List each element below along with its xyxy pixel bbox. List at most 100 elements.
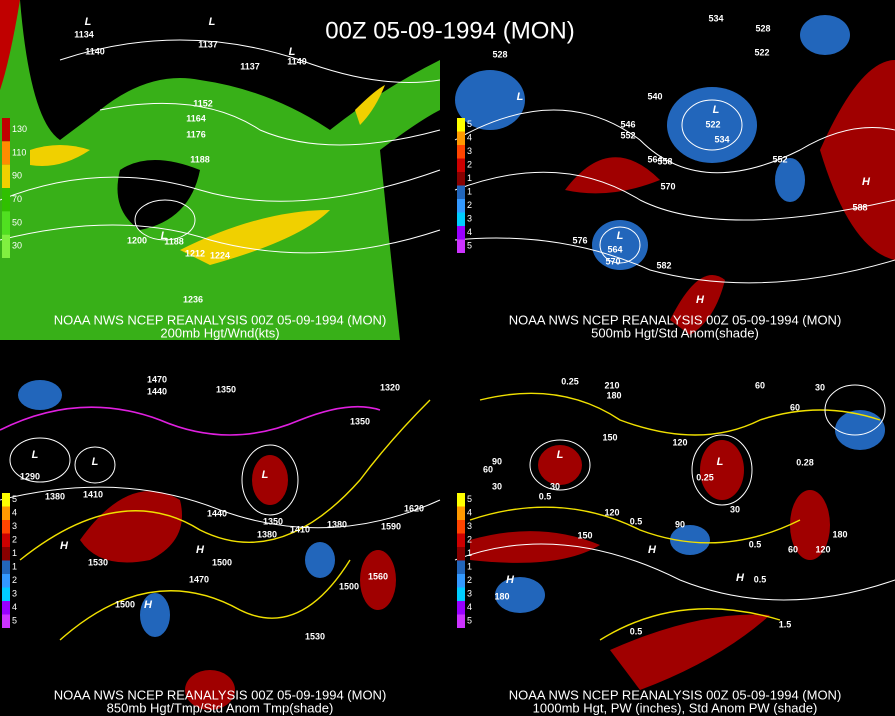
contour-label: 1410: [83, 489, 103, 499]
source-label: NOAA NWS NCEP REANALYSIS 00Z 05-09-1994 …: [54, 312, 387, 327]
contour-label: 1500: [115, 599, 135, 609]
contour-label: 30: [492, 481, 502, 491]
legend-label: 5: [467, 241, 472, 251]
pressure-center: L: [85, 16, 92, 28]
contour-label: 570: [660, 181, 675, 191]
legend-label: 2: [12, 575, 17, 585]
contour-label: 540: [647, 91, 662, 101]
contour-label: 1.5: [779, 619, 792, 629]
anomaly-positive: [538, 445, 582, 485]
contour-label: 1500: [339, 581, 359, 591]
contour-label: 1188: [164, 236, 184, 246]
contour-label: 0.5: [630, 626, 643, 636]
pressure-center: L: [713, 104, 720, 116]
contour: [0, 486, 441, 529]
legend-label: 4: [467, 133, 472, 143]
contour: [0, 169, 441, 202]
temperature-contour: [59, 559, 351, 641]
legend-swatch: [457, 118, 465, 132]
legend-swatch: [2, 574, 10, 588]
legend-swatch: [2, 493, 10, 507]
legend-label: 2: [467, 535, 472, 545]
contour-label: 150: [602, 432, 617, 442]
calm-area: [117, 160, 200, 230]
contour-label: 564: [647, 154, 662, 164]
panel-caption: 850mb Hgt/Tmp/Std Anom Tmp(shade): [107, 700, 334, 715]
contour-label: 90: [675, 519, 685, 529]
pw-contour: [479, 392, 881, 436]
legend-label: 1: [467, 187, 472, 197]
contour: [599, 226, 641, 264]
contour-label: 1137: [240, 61, 260, 71]
anomaly-positive: [360, 550, 396, 610]
pressure-center: H: [506, 574, 515, 586]
temperature-contour: [0, 405, 381, 436]
pressure-center: L: [717, 456, 724, 468]
legend-swatch: [2, 211, 10, 235]
contour: [99, 102, 441, 146]
legend-label: 130: [12, 124, 27, 134]
contour-label: 534: [714, 134, 729, 144]
anomaly-negative: [670, 525, 710, 555]
contour-label: 1236: [183, 294, 203, 304]
legend-swatch: [457, 520, 465, 534]
legend-label: 5: [12, 494, 17, 504]
legend-label: 3: [467, 521, 472, 531]
panel-background: [455, 0, 895, 340]
contour-label: 60: [790, 402, 800, 412]
legend-label: 1: [467, 548, 472, 558]
source-label: NOAA NWS NCEP REANALYSIS 00Z 05-09-1994 …: [509, 687, 842, 702]
contour-label: 1440: [207, 508, 227, 518]
calm-area: [20, 0, 440, 140]
legend-swatch: [457, 226, 465, 240]
legend-swatch: [2, 614, 10, 628]
contour-label: 1590: [381, 521, 401, 531]
contour-label: 528: [755, 23, 770, 33]
contour-label: 210: [604, 380, 619, 390]
legend-label: 1: [467, 562, 472, 572]
panel-caption: 200mb Hgt/Wnd(kts): [160, 325, 279, 340]
panel-background: [0, 375, 440, 716]
jet-core: [355, 85, 385, 125]
contour-label: 570: [605, 256, 620, 266]
anomaly-positive: [80, 491, 182, 563]
contour-label: 1224: [210, 250, 230, 260]
legend-swatch: [457, 601, 465, 615]
contour-label: 1212: [185, 248, 205, 258]
contour-label: 1134: [74, 29, 94, 39]
pressure-center: H: [648, 544, 657, 556]
contour-label: 60: [755, 380, 765, 390]
anomaly-negative: [800, 15, 850, 55]
legend-swatch: [2, 547, 10, 561]
contour-label: 150: [577, 530, 592, 540]
legend-label: 70: [12, 194, 22, 204]
panel-caption: 1000mb Hgt, PW (inches), Std Anom PW (sh…: [533, 700, 818, 715]
panel-500mb: [454, 0, 895, 340]
legend-swatch: [2, 118, 10, 142]
anomaly-positive: [470, 531, 600, 563]
contour-label: 90: [492, 456, 502, 466]
contour-label: 1188: [190, 154, 210, 164]
legend-label: 1: [12, 562, 17, 572]
contour: [529, 439, 591, 491]
contour-label: 1530: [88, 557, 108, 567]
source-label: NOAA NWS NCEP REANALYSIS 00Z 05-09-1994 …: [54, 687, 387, 702]
contour-label: 1530: [305, 631, 325, 641]
title: 00Z 05-09-1994 (MON): [325, 17, 574, 44]
contour-label: 1350: [350, 416, 370, 426]
contour-label: 522: [754, 47, 769, 57]
legend-label: 30: [12, 241, 22, 251]
temperature-contour: [19, 399, 431, 561]
legend-label: 110: [12, 147, 26, 157]
legend-label: 3: [467, 589, 472, 599]
legend-swatch: [457, 158, 465, 172]
contour-label: 60: [788, 544, 798, 554]
contour-label: 30: [550, 481, 560, 491]
legend-label: 1: [12, 548, 17, 558]
legend-label: 50: [12, 217, 22, 227]
pressure-center: L: [209, 16, 216, 28]
pressure-center: L: [92, 456, 99, 468]
anomaly-negative: [835, 410, 885, 450]
pressure-center: H: [60, 540, 69, 552]
anomaly-negative: [495, 577, 545, 613]
